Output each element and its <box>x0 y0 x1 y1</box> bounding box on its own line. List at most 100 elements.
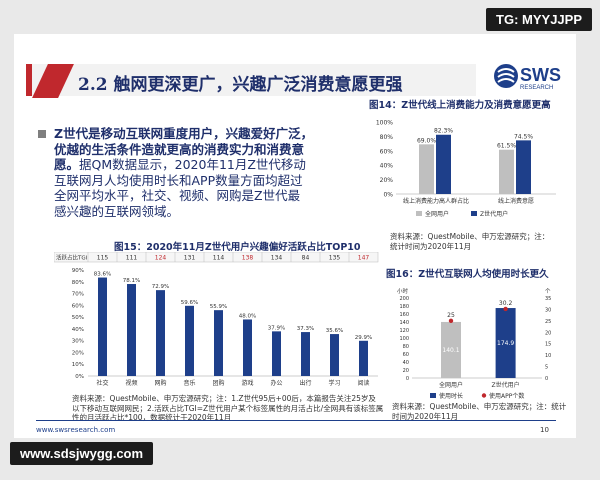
report-slide: 2.2 触网更深更广，兴趣广泛消费意愿更强 SWS RESEARCH Z世代是移… <box>14 34 576 438</box>
y-left-tick: 120 <box>399 328 409 334</box>
y-right-tick: 20 <box>545 330 551 336</box>
data-label: 140.1 <box>442 347 459 354</box>
fig15-source: 资料来源：QuestMobile、申万宏源研究；注：1.Z世代95后+00后，本… <box>72 394 383 423</box>
legend-swatch <box>471 211 477 216</box>
fig16-chart: 小时 个 0 20 40 60 80 100 120 140 160 180 200 0 5 10 15 20 25… <box>397 287 551 400</box>
bar <box>127 284 136 376</box>
legend-label: 使用APP个数 <box>489 392 524 400</box>
footer-divider <box>36 420 556 421</box>
y-tick-label: 10% <box>72 362 84 368</box>
y-left-tick: 140 <box>399 320 409 326</box>
legend-swatch <box>430 393 436 398</box>
x-tick-label: 音乐 <box>183 379 195 387</box>
y-right-unit: 个 <box>545 288 551 295</box>
tgi-value: 124 <box>155 255 167 262</box>
app-count-marker <box>503 306 508 312</box>
source-line: 资料来源：QuestMobile、申万宏源研究；注： <box>390 232 550 241</box>
tgi-value: 135 <box>329 255 341 262</box>
y-tick-label: 100% <box>376 120 393 127</box>
title-bar: 2.2 触网更深更广，兴趣广泛消费意愿更强 <box>26 64 476 96</box>
fig16-source: 资料来源：QuestMobile、申万宏源研究；注：统计 时间为2020年11月 <box>392 402 566 421</box>
y-tick-label: 50% <box>72 315 84 321</box>
y-left-tick: 60 <box>403 352 409 358</box>
bullet-line: 全网平均水平，社交、视频、网购是Z世代最 <box>54 188 301 203</box>
bar <box>272 331 281 376</box>
tgi-value: 134 <box>271 255 283 262</box>
source-line: 资料来源：QuestMobile、申万宏源研究；注：统计 <box>392 402 567 411</box>
y-left-tick: 40 <box>403 360 409 366</box>
source-line: 资料来源：QuestMobile、申万宏源研究；注：1.Z世代95后+00后，本… <box>72 394 376 403</box>
fig14-title: 图14：Z世代线上消费能力及消费意愿更高 <box>369 100 551 111</box>
summary-bullet: Z世代是移动互联网重度用户，兴趣爱好广泛， 优越的生活条件造就更高的消费实力和消… <box>38 126 358 236</box>
bar-usage-time <box>441 321 461 378</box>
legend-swatch <box>416 211 422 216</box>
y-right-tick: 0 <box>545 376 548 382</box>
data-label: 55.9% <box>210 304 227 310</box>
tgi-row <box>54 252 379 263</box>
tgi-value: 111 <box>126 255 138 262</box>
y-right-tick: 15 <box>545 342 551 348</box>
y-tick-label: 40% <box>72 327 84 333</box>
y-tick-label: 70% <box>72 292 84 298</box>
y-right-tick: 5 <box>545 365 548 371</box>
tgi-row-label: 活跃占比TGI <box>56 254 88 262</box>
footer-url[interactable]: www.swsresearch.com <box>36 426 116 434</box>
data-label: 61.5% <box>497 143 516 150</box>
bar-all-users <box>499 149 514 194</box>
data-label: 83.6% <box>94 272 111 278</box>
data-label: 78.1% <box>123 278 140 284</box>
fig14-source: 资料来源：QuestMobile、申万宏源研究；注： 统计时间为2020年11月 <box>390 232 549 251</box>
y-tick-label: 0% <box>383 192 393 199</box>
x-tick-label: Z世代用户 <box>492 381 520 389</box>
y-left-tick: 200 <box>399 296 409 302</box>
y-tick-label: 40% <box>380 163 394 170</box>
legend-label: Z世代用户 <box>480 210 508 218</box>
data-label: 30.2 <box>499 300 513 307</box>
legend-label: 使用时长 <box>439 392 463 400</box>
tgi-value: 138 <box>242 255 254 262</box>
data-label: 174.9 <box>497 340 514 347</box>
data-label: 74.5% <box>514 133 533 140</box>
y-right-tick: 10 <box>545 353 551 359</box>
data-label: 35.6% <box>326 328 343 334</box>
bar <box>301 332 310 376</box>
x-tick-label: 网购 <box>154 379 166 387</box>
bar <box>359 340 368 376</box>
y-right-tick: 30 <box>545 307 551 313</box>
bullet-line: 愿。据QM数据显示，2020年11月Z世代移动 <box>54 157 306 172</box>
tgi-value: 131 <box>184 255 196 262</box>
bar-gen-z <box>516 140 531 194</box>
y-tick-label: 0% <box>75 374 84 380</box>
logo-text: SWS <box>520 65 562 85</box>
y-left-tick: 20 <box>403 368 409 374</box>
y-tick-label: 20% <box>380 177 394 184</box>
x-tick-label: 线上消费能力高人群占比 <box>403 197 469 205</box>
y-tick-label: 60% <box>72 303 84 309</box>
source-line: 以下移动互联网网民；2.活跃占比TGI=Z世代用户某个标签属性的月活占比/全网具… <box>72 403 384 413</box>
legend-marker <box>481 393 487 398</box>
y-right-tick: 35 <box>545 296 551 302</box>
legend-label: 全网用户 <box>425 210 449 218</box>
x-tick-label: 阅读 <box>357 379 369 387</box>
x-tick-label: 游戏 <box>241 379 253 387</box>
x-tick-label: 全网用户 <box>439 381 463 389</box>
fig15-chart: 活跃占比TGI 115 111 124 131 114 138 134 84 135 147 0% 10… <box>54 252 379 387</box>
bullet-square-icon <box>38 130 46 138</box>
data-label: 69.0% <box>417 137 436 144</box>
bar-gen-z <box>436 134 451 194</box>
y-left-tick: 180 <box>399 304 409 310</box>
page-number: 10 <box>540 426 549 434</box>
fig15-title: 图15：2020年11月Z世代用户兴趣偏好活跃占比TOP10 <box>114 242 361 253</box>
tgi-value: 114 <box>213 255 225 262</box>
bar <box>185 305 194 376</box>
source-line: 统计时间为2020年11月 <box>390 241 472 251</box>
bar <box>98 277 107 376</box>
tgi-value: 115 <box>97 255 109 262</box>
tgi-value: 84 <box>302 255 310 262</box>
data-label: 82.3% <box>434 128 453 135</box>
y-left-tick: 0 <box>406 376 409 382</box>
data-label: 37.9% <box>268 325 285 331</box>
y-tick-label: 60% <box>380 148 394 155</box>
y-left-unit: 小时 <box>397 287 409 295</box>
sws-logo-icon <box>494 64 518 88</box>
